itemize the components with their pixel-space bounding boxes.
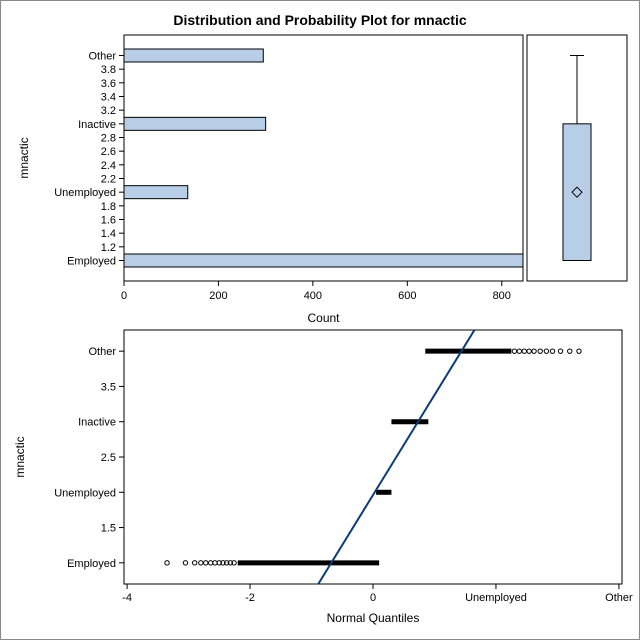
y-tick-label: 3.2	[101, 105, 116, 117]
box-plot	[562, 55, 592, 262]
y-tick-label: Employed	[67, 558, 116, 570]
data-point	[516, 348, 523, 354]
y-tick-label: 1.6	[101, 215, 116, 227]
histogram-panel: Employed1.21.41.61.8Unemployed2.22.42.62…	[17, 34, 524, 325]
y-tick-label: 3.6	[101, 78, 116, 90]
data-point	[223, 560, 230, 566]
y-tick-label: Unemployed	[54, 487, 116, 499]
data-point	[192, 560, 198, 566]
x-tick-label: 0	[370, 592, 376, 604]
bar-employed	[123, 253, 524, 268]
y-tick-label: Inactive	[78, 119, 116, 131]
bar-unemployed	[123, 185, 189, 200]
data-point	[216, 560, 222, 566]
x-tick-label: Unemployed	[465, 592, 527, 604]
x-tick-label: 400	[304, 290, 322, 302]
histogram-y-axis-label: mnactic	[17, 137, 31, 178]
y-tick-label: 3.8	[101, 64, 116, 76]
data-point	[557, 348, 564, 354]
y-tick-label: 1.5	[101, 523, 116, 535]
probability-plot-frame	[123, 329, 623, 585]
y-tick-label: 1.2	[101, 242, 116, 254]
probability-plot-y-axis: Employed 1.5 Unemployed 2.5 Inactive 3.5 Other	[54, 346, 124, 570]
y-tick-label: Unemployed	[54, 187, 116, 199]
y-tick-label: 3.5	[101, 381, 116, 393]
chart-title: Distribution and Probability Plot for mn…	[173, 12, 466, 28]
histogram-frame	[123, 34, 524, 282]
data-point	[531, 348, 537, 354]
y-tick-label: 2.4	[101, 160, 116, 172]
y-tick-label: Inactive	[78, 417, 116, 429]
data-point	[198, 560, 204, 566]
data-point	[521, 348, 527, 354]
x-tick-label: 800	[493, 290, 511, 302]
y-tick-label: Other	[88, 346, 116, 358]
probability-plot-points	[164, 329, 582, 585]
histogram-bars	[123, 48, 524, 268]
probability-plot-x-axis: -4 -2 0 Unemployed Other	[122, 584, 633, 604]
y-tick-label: 3.4	[101, 92, 116, 104]
y-tick-label: 1.4	[101, 228, 116, 240]
x-tick-label: Other	[605, 592, 633, 604]
y-tick-label: 2.6	[101, 146, 116, 158]
data-point	[231, 560, 237, 566]
data-point	[182, 560, 189, 566]
histogram-x-axis-label: Count	[307, 311, 340, 325]
y-tick-label: 1.8	[101, 201, 116, 213]
y-tick-label: 2.2	[101, 174, 116, 186]
data-point	[511, 348, 518, 354]
data-point	[567, 348, 573, 354]
normal-fit-line	[317, 329, 476, 585]
data-point	[549, 348, 556, 354]
y-tick-label: Other	[88, 51, 116, 63]
y-tick-label: Employed	[67, 256, 116, 268]
probability-plot-x-axis-label: Normal Quantiles	[327, 611, 420, 625]
x-tick-label: 200	[209, 290, 227, 302]
data-point	[576, 348, 582, 354]
data-point	[227, 560, 234, 566]
bar-inactive	[123, 116, 267, 131]
x-tick-label: -2	[245, 592, 255, 604]
probability-plot-panel: Employed 1.5 Unemployed 2.5 Inactive 3.5 Other…	[13, 329, 633, 625]
box-plot-panel	[526, 34, 628, 282]
probability-plot-y-axis-label: mnactic	[13, 436, 27, 477]
data-point	[220, 560, 226, 566]
x-tick-label: 0	[121, 290, 127, 302]
mean-marker	[571, 186, 583, 198]
x-tick-label: 600	[398, 290, 416, 302]
x-tick-label: -4	[122, 592, 132, 604]
data-point	[164, 560, 170, 566]
bar-other	[123, 48, 264, 63]
interquartile-box	[562, 123, 592, 262]
y-tick-label: 2.8	[101, 133, 116, 145]
data-point	[537, 348, 543, 354]
data-point	[526, 348, 532, 354]
data-point	[203, 560, 209, 566]
histogram-x-axis: 0 200 400 600 800	[121, 281, 511, 302]
data-point	[543, 348, 550, 354]
y-tick-label: 2.5	[101, 452, 116, 464]
